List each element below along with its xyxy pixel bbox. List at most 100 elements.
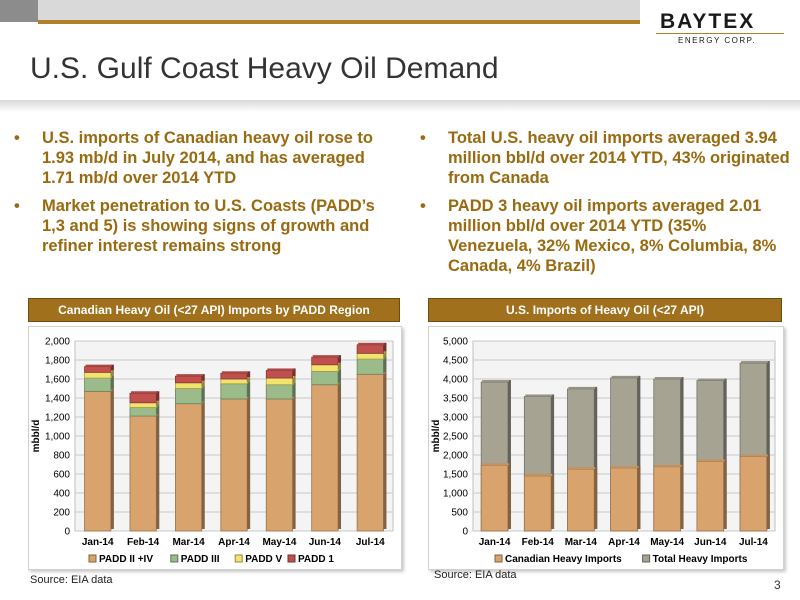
y-tick-label: 1,600 (45, 375, 70, 386)
bar (696, 461, 725, 532)
x-tick-label: Mar-14 (172, 537, 205, 548)
bar-top (221, 371, 249, 374)
bar-top (697, 378, 725, 381)
y-tick-label: 4,500 (443, 356, 468, 367)
bar-side (201, 386, 205, 402)
y-tick-label: 1,500 (443, 470, 468, 481)
bar-segment (265, 377, 294, 386)
y-axis-label: mbbl/d (431, 420, 442, 453)
logo-text: BAYTEX (660, 10, 756, 33)
y-tick-label: 500 (451, 508, 468, 519)
page-number: 3 (774, 578, 781, 592)
legend-label: PADD 1 (298, 554, 334, 565)
bar (610, 467, 638, 532)
bullet-item: • U.S. imports of Canadian heavy oil rose… (14, 128, 379, 188)
x-tick-label: Apr-14 (608, 537, 640, 548)
bar (480, 464, 509, 532)
chart-2: 0 500 1,000 1,500 2,000 2,500 3,000 3,500 4,000 4… (431, 337, 776, 565)
bar-segment (174, 375, 203, 384)
bullet-dot: • (14, 197, 20, 215)
bar-side (723, 459, 727, 529)
logo-subtext: ENERGY CORP. (678, 36, 757, 45)
y-tick-label: 3,000 (443, 413, 468, 424)
legend-swatch (234, 554, 243, 563)
bar-side (338, 362, 342, 370)
y-tick-label: 1,200 (45, 413, 70, 424)
bullet-text: Market penetration to U.S. Coasts (PADD’… (42, 197, 375, 255)
y-tick-label: 200 (53, 508, 70, 519)
bar-side (766, 361, 770, 529)
title-band (0, 100, 800, 112)
y-tick-label: 3,500 (443, 394, 468, 405)
slide-title: U.S. Gulf Coast Heavy Oil Demand (30, 52, 499, 85)
bullet-item: • Market penetration to U.S. Coasts (PADD… (14, 196, 379, 256)
x-tick-label: Jun-14 (694, 537, 727, 548)
bar-top (267, 368, 294, 371)
bar-side (338, 355, 342, 363)
bar-segment (356, 344, 384, 354)
bar-segment (174, 388, 203, 405)
bar-segment (174, 382, 203, 389)
legend-label: PADD III (181, 554, 220, 565)
bar-segment (220, 372, 248, 380)
bar (567, 468, 595, 532)
x-tick-label: Jan-14 (82, 537, 114, 548)
gold-rule (38, 20, 640, 24)
x-tick-label: Mar-14 (565, 537, 598, 548)
logo-rule (656, 33, 784, 34)
bar-side (680, 464, 684, 529)
bar-side (383, 351, 387, 358)
bar-side (110, 364, 114, 371)
bullet-dot: • (420, 129, 426, 147)
legend-label: Canadian Heavy Imports (505, 554, 622, 565)
bar-side (723, 378, 727, 529)
bar-segment (220, 378, 248, 385)
bar-side (292, 396, 296, 529)
y-tick-label: 800 (53, 451, 70, 462)
bar-top (525, 473, 553, 476)
bar-segment (356, 373, 384, 532)
bar-segment (356, 352, 384, 360)
y-tick-label: 2,000 (45, 337, 70, 348)
bar-side (383, 342, 387, 352)
bar-side (594, 467, 598, 529)
bar-segment (84, 371, 112, 379)
bar-top (741, 361, 768, 364)
x-tick-label: Jun-14 (309, 537, 342, 548)
y-tick-label: 1,400 (45, 394, 70, 405)
bar-segment (129, 415, 157, 532)
bar-side (292, 382, 296, 397)
bar-side (551, 473, 555, 529)
y-tick-label: 0 (462, 527, 468, 538)
bar-segment (220, 383, 248, 400)
bar-side (247, 381, 251, 397)
bar-side (201, 380, 205, 387)
bar-side (156, 414, 160, 529)
bar-top (741, 454, 768, 457)
y-tick-label: 5,000 (443, 337, 468, 348)
bar-side (247, 377, 251, 382)
bar-top (130, 391, 158, 394)
bar-segment (311, 356, 339, 366)
bar-segment (265, 384, 294, 400)
y-tick-label: 2,500 (443, 432, 468, 443)
bar-side (383, 372, 387, 529)
bar-top (176, 374, 203, 377)
bar-top (568, 386, 596, 389)
bar-side (110, 370, 114, 377)
y-tick-label: 1,800 (45, 356, 70, 367)
bullet-text: Total U.S. heavy oil imports averaged 3.… (448, 129, 790, 187)
bullet-text: U.S. imports of Canadian heavy oil rose … (42, 129, 373, 187)
bar-top (85, 364, 112, 367)
x-tick-label: May-14 (262, 537, 296, 548)
bar-side (637, 465, 641, 529)
bar-side (766, 454, 770, 529)
y-tick-label: 2,000 (443, 451, 468, 462)
bar-side (507, 463, 511, 529)
bar-top (611, 375, 639, 378)
bar-side (201, 401, 205, 529)
top-bar-accent (0, 0, 38, 22)
bar-segment (311, 364, 339, 372)
bar-side (507, 380, 511, 529)
legend-label: Total Heavy Imports (653, 554, 748, 565)
